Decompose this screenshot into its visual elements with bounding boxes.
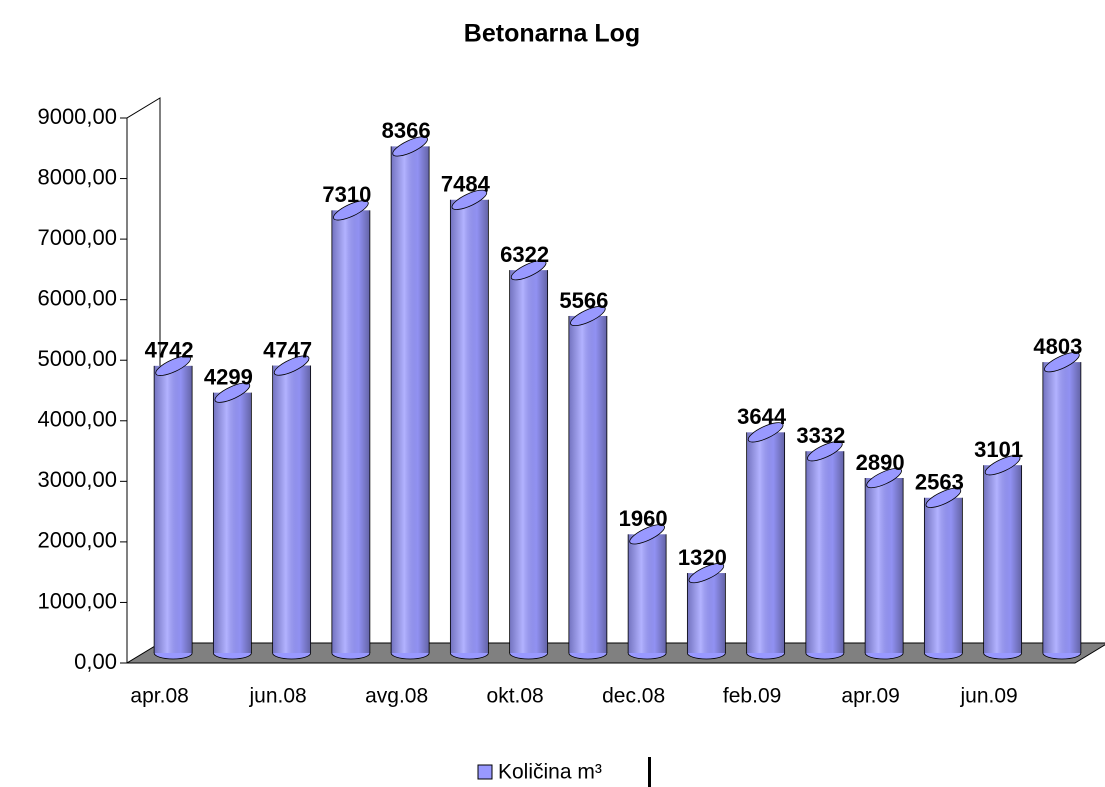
bar-top [451,189,488,210]
bar-shade [805,451,844,653]
data-label: 2890 [856,450,905,475]
y-tick-label: 5000,00 [37,346,117,371]
bar-top [866,467,902,489]
bar-shade [154,365,193,653]
bar-shade [924,497,963,653]
bar-shade [331,210,370,654]
bar-top [747,422,784,443]
y-tick-label: 0,00 [74,649,117,674]
y-tick-label: 7000,00 [37,225,117,250]
bar-top [925,487,962,508]
data-label: 1320 [678,545,727,570]
bar-shade [746,432,785,653]
x-tick-label: apr.09 [841,685,899,708]
bar-shade [983,465,1022,653]
bar-top [510,260,547,281]
bar-top [688,562,725,584]
bar-top [155,355,191,376]
bar-shade [628,534,667,653]
data-label: 7310 [322,182,371,207]
bar-top [273,355,310,376]
chart-title: Betonarna Log [464,20,640,48]
x-tick-label: okt.08 [487,685,544,708]
bar-shade [272,365,311,653]
bar-top [214,382,251,403]
data-label: 4803 [1033,334,1082,359]
y-tick-label: 6000,00 [37,285,117,310]
legend [463,757,650,787]
bar-top [629,524,665,545]
plot-area [127,98,1105,663]
data-label: 7484 [441,172,491,197]
bar-top [807,441,843,462]
bar-top [333,200,369,221]
legend-swatch [477,764,493,780]
y-tick-label: 4000,00 [37,407,117,432]
data-label: 4299 [204,364,253,389]
bar-top [570,305,606,327]
bar-shade [687,573,726,653]
y-tick-label: 3000,00 [37,467,117,492]
bar-shade [391,146,430,654]
x-tick-label: feb.09 [723,685,781,708]
x-tick-label: dec.08 [602,685,665,708]
data-label: 3644 [737,404,787,429]
legend-label: Količina m³ [498,761,602,784]
x-tick-label: avg.08 [365,685,428,708]
data-label: 8366 [382,118,431,143]
x-tick-label: jun.09 [960,685,1018,708]
bar-top [984,455,1021,476]
y-tick-label: 8000,00 [37,164,117,189]
data-label: 3101 [974,437,1023,462]
bar-shade [568,315,607,653]
bar-shade [509,270,548,653]
data-label: 3332 [796,423,845,448]
legend-edge [648,757,651,787]
x-tick-label: jun.08 [249,685,307,708]
y-tick-label: 1000,00 [37,588,117,613]
x-tick-label: apr.08 [130,685,188,708]
data-label: 2563 [915,470,964,495]
data-label: 1960 [619,506,668,531]
bar-shade [213,392,252,653]
y-tick-label: 9000,00 [37,104,117,129]
y-tick-label: 2000,00 [37,528,117,553]
data-label: 5566 [559,288,608,313]
data-label: 4747 [263,337,312,362]
floor [125,642,1105,664]
bar-top [1044,352,1080,373]
bar-top [392,136,428,157]
data-label: 4742 [145,338,194,363]
bar-shade [450,199,489,653]
data-label: 6322 [500,242,549,267]
bar-shade [1042,362,1081,653]
bar-shade [865,477,904,653]
